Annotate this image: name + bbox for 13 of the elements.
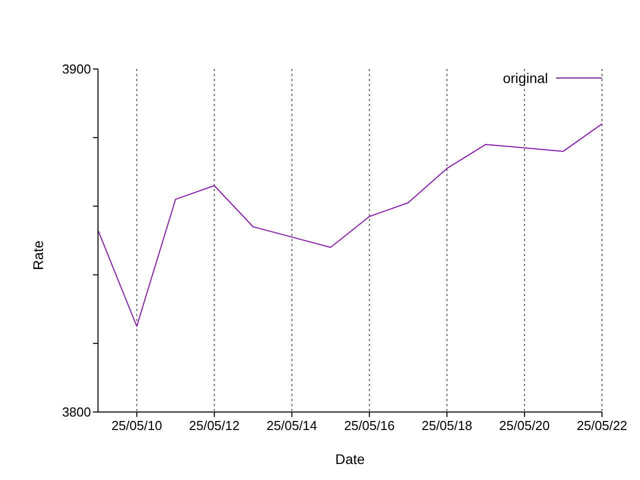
legend-label: original [502,70,548,86]
x-tick-label: 25/05/18 [422,418,472,434]
y-tick-label: 3900 [62,62,91,77]
x-tick-label: 25/05/14 [266,418,318,434]
x-tick-label: 25/05/20 [499,418,550,434]
line-series [98,123,602,327]
x-tick-label: 25/05/10 [111,418,162,434]
y-tick-label: 3800 [62,404,91,420]
x-axis-title: Date [335,450,365,467]
x-tick-label: 25/05/16 [344,418,395,434]
x-tick-label: 25/05/12 [189,418,240,434]
y-axis-title: Rate [30,240,46,270]
x-tick-label: 25/05/22 [576,418,628,434]
